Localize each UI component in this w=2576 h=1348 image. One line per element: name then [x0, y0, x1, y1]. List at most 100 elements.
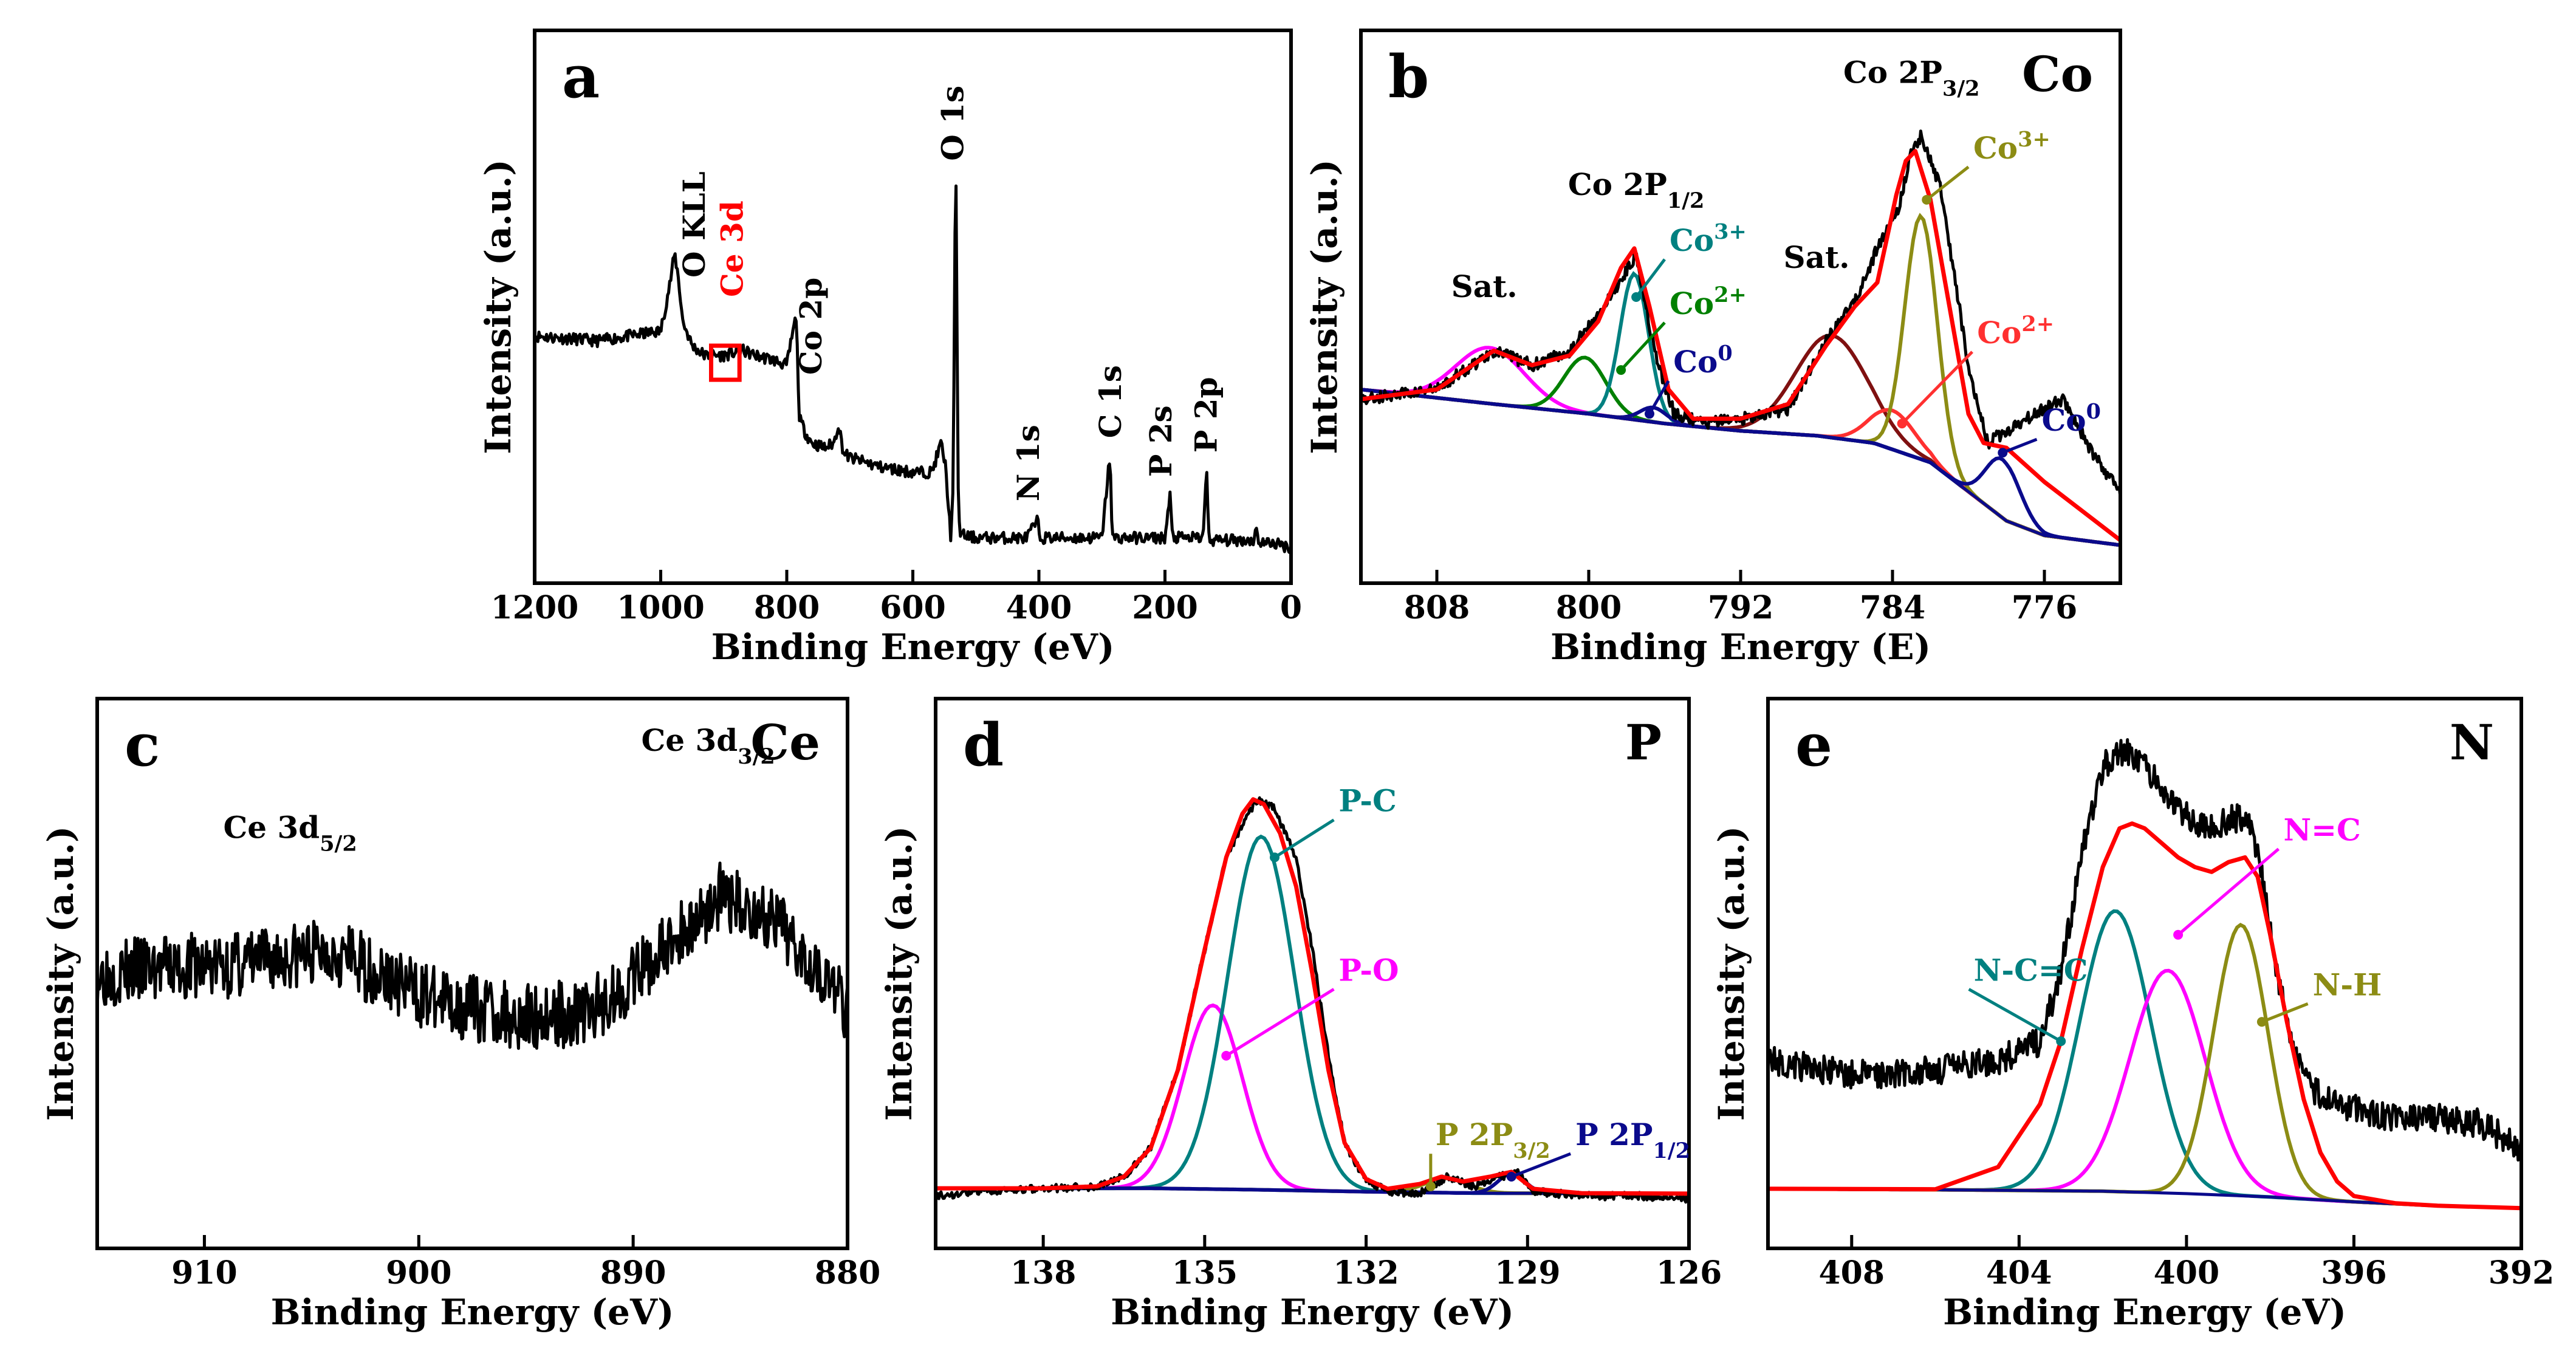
component-6-line [1361, 213, 2120, 547]
x-tick-label: 0 [1280, 589, 1302, 626]
x-tick-label: 800 [1556, 589, 1622, 626]
x-tick-label: 132 [1333, 1254, 1399, 1292]
plot-frame [1766, 697, 2523, 1250]
annotation-label: P 2P3/2 [1436, 1117, 1550, 1163]
annotation-arrowhead [1425, 1181, 1436, 1191]
annotation-label: Ce 3d3/2 [642, 722, 775, 769]
x-tick-label: 404 [1986, 1254, 2052, 1292]
component-1-line [1768, 968, 2521, 1210]
x-tick-label: 129 [1495, 1254, 1561, 1292]
y-axis-title: Intensity (a.u.) [879, 826, 920, 1121]
x-tick-label: 1200 [491, 589, 579, 626]
annotation-label: N-C=C [1974, 952, 2088, 988]
annotation-pointer [1225, 988, 1335, 1058]
series-raw-line [1768, 738, 2521, 1162]
panel-letter: a [562, 43, 600, 111]
annotation-arrowhead [1221, 1050, 1231, 1061]
panel-c: 910 900 890 880 Binding Energy (eV) Intensity… [40, 697, 880, 1333]
annotation-label: Co 2p [793, 278, 829, 375]
x-tick-label: 396 [2321, 1254, 2387, 1292]
annotation-label: Co 2P3/2 [1843, 55, 1979, 101]
annotation-label: P 2P1/2 [1575, 1117, 1690, 1163]
component-0-line [1768, 909, 2521, 1210]
plot-frame [934, 697, 1691, 1250]
plot-area [97, 861, 848, 1050]
x-tick-label: 392 [2489, 1254, 2555, 1292]
annotation-pointer [1648, 380, 1670, 415]
x-tick-label: 200 [1132, 589, 1198, 626]
annotation-label: Co0 [2042, 399, 2102, 439]
x-tick-label: 800 [754, 589, 820, 626]
annotation-pointer [2002, 437, 2038, 454]
x-tick-label: 126 [1656, 1254, 1722, 1292]
annotation-label: P 2s [1143, 405, 1179, 477]
panel-letter: b [1388, 43, 1429, 111]
annotation-label: N=C [2283, 812, 2360, 847]
plot-frame [533, 29, 1293, 585]
annotation-pointer [1925, 165, 1970, 201]
series-envelope-line [1361, 149, 2120, 542]
annotation-label: P-O [1338, 952, 1399, 988]
x-axis-title: Binding Energy (E) [1550, 626, 1931, 668]
element-label: Ce [750, 714, 820, 771]
x-axis-title: Binding Energy (eV) [1111, 1292, 1514, 1333]
annotation-arrowhead [1631, 292, 1642, 302]
y-axis-title: Intensity (a.u.) [478, 159, 519, 454]
x-axis-title: Binding Energy (eV) [1943, 1292, 2346, 1333]
x-tick-label: 792 [1708, 589, 1774, 626]
element-label: P [1625, 714, 1662, 771]
x-tick-label: 784 [1860, 589, 1926, 626]
series-baseline-line [1361, 388, 2120, 547]
annotation-pointer [1620, 321, 1666, 371]
annotation-arrowhead [2173, 929, 2184, 940]
x-tick-label: 408 [1819, 1254, 1885, 1292]
series-envelope-line [1768, 821, 2521, 1211]
series-baseline-line [936, 1186, 1689, 1196]
annotation-pointer [1968, 988, 2062, 1043]
annotation-label: C 1s [1092, 365, 1128, 438]
annotation-label: Co 2P1/2 [1568, 166, 1704, 213]
element-label: N [2450, 714, 2494, 771]
x-tick-label: 135 [1172, 1254, 1238, 1292]
x-tick-label: 400 [1006, 589, 1072, 626]
annotation-arrowhead [1506, 1171, 1516, 1182]
panel-e: 408 404 400 396 392 Binding Energy (eV) Intens… [1711, 697, 2555, 1333]
annotation-label: P 2p [1188, 377, 1224, 453]
series-envelope-line [936, 797, 1689, 1196]
annotation-pointer [1510, 1152, 1572, 1179]
annotation-pointer [1273, 818, 1335, 859]
series-raw-line [97, 861, 848, 1050]
panel-b: 808 800 792 784 776 Binding Energy (E) Intensi… [1304, 29, 2122, 668]
panel-letter: c [125, 711, 160, 779]
plot-area [1361, 129, 2120, 547]
x-axis-title: Binding Energy (eV) [711, 626, 1115, 668]
panel-letter: e [1795, 711, 1832, 779]
x-tick-label: 400 [2154, 1254, 2220, 1292]
annotation-label: Sat. [1451, 269, 1518, 304]
annotation-arrowhead [2256, 1017, 2267, 1027]
annotation-label: Co0 [1673, 341, 1733, 380]
x-tick-label: 1000 [617, 589, 705, 626]
annotation-arrowhead [1897, 419, 1907, 429]
element-label: Co [2022, 46, 2093, 103]
annotation-label: Ce 3d [714, 200, 750, 297]
annotation-label: Co3+ [1973, 126, 2050, 166]
annotation-label: Sat. [1783, 239, 1849, 275]
annotation-arrowhead [2056, 1036, 2066, 1046]
x-tick-label: 910 [171, 1254, 238, 1292]
annotation-label: N 1s [1010, 425, 1046, 501]
x-tick-label: 890 [600, 1254, 666, 1292]
annotation-label: Co3+ [1670, 219, 1747, 258]
annotation-pointer [2177, 847, 2280, 936]
x-tick-label: 808 [1404, 589, 1470, 626]
plot-frame [95, 697, 849, 1250]
annotation-label: Co2+ [1670, 282, 1747, 322]
y-axis-title: Intensity (a.u.) [40, 826, 81, 1121]
panels: 1200 1000 800 600 400 200 0 Binding Energy (eV)… [40, 29, 2555, 1333]
annotation-arrowhead [1922, 194, 1932, 205]
x-tick-label: 900 [386, 1254, 452, 1292]
panel-letter: d [963, 711, 1004, 779]
component-0-line [936, 1003, 1689, 1196]
y-axis-title: Intensity (a.u.) [1304, 159, 1345, 454]
